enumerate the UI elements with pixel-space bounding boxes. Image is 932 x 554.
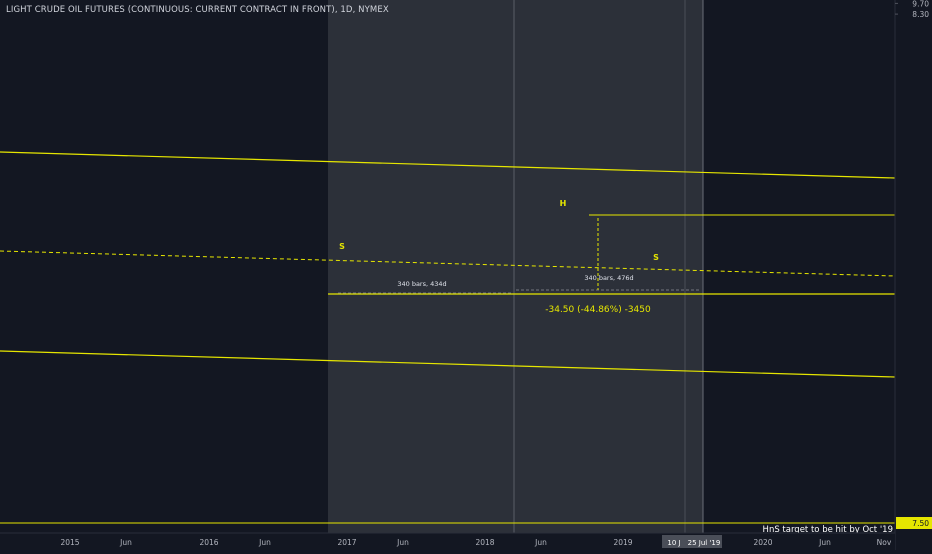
- x-tick-label: 2019: [613, 538, 632, 547]
- pattern-label-right-shoulder: S: [653, 253, 659, 262]
- bars-label-left: 340 bars, 434d: [397, 280, 446, 288]
- upper-channel-line[interactable]: [0, 151, 896, 179]
- bars-label-right: 340 bars, 476d: [584, 274, 633, 282]
- date-marker-end: 25 Jul '19: [688, 539, 721, 547]
- x-tick-label: Jun: [258, 538, 271, 547]
- measure-box[interactable]: [328, 0, 514, 533]
- date-marker-badge-start: [662, 535, 686, 548]
- date-marker-badge-end: [686, 535, 722, 548]
- date-marker-start: 10 J: [667, 539, 680, 547]
- x-tick-label: Nov: [877, 538, 892, 547]
- x-tick-label: 2017: [337, 538, 356, 547]
- x-tick-label: Jun: [119, 538, 132, 547]
- neckline-dashed[interactable]: [0, 250, 896, 277]
- pattern-label-left-shoulder: S: [339, 242, 345, 251]
- x-tick-label: Jun: [818, 538, 831, 547]
- pattern-label-head: H: [560, 199, 567, 208]
- y-tick-label: 9.70: [912, 0, 929, 8]
- x-tick-label: 2018: [475, 538, 494, 547]
- y-tick-label: 8.30: [912, 10, 929, 19]
- lower-channel-line[interactable]: [0, 350, 896, 378]
- x-tick-label: Jun: [396, 538, 409, 547]
- target-price-label: 7.50: [912, 519, 929, 528]
- x-tick-label: Jun: [534, 538, 547, 547]
- price-axis-background: [895, 0, 932, 550]
- projection-box[interactable]: [514, 0, 703, 533]
- chart-title: LIGHT CRUDE OIL FUTURES (CONTINUOUS: CUR…: [6, 5, 389, 15]
- target-price-badge: [896, 517, 932, 529]
- x-tick-label: 2020: [753, 538, 772, 547]
- measure-label: -34.50 (-44.86%) -3450: [545, 305, 651, 315]
- x-tick-label: 2015: [60, 538, 79, 547]
- target-annotation: HnS target to be hit by Oct '19: [763, 525, 893, 535]
- x-tick-label: 2016: [199, 538, 218, 547]
